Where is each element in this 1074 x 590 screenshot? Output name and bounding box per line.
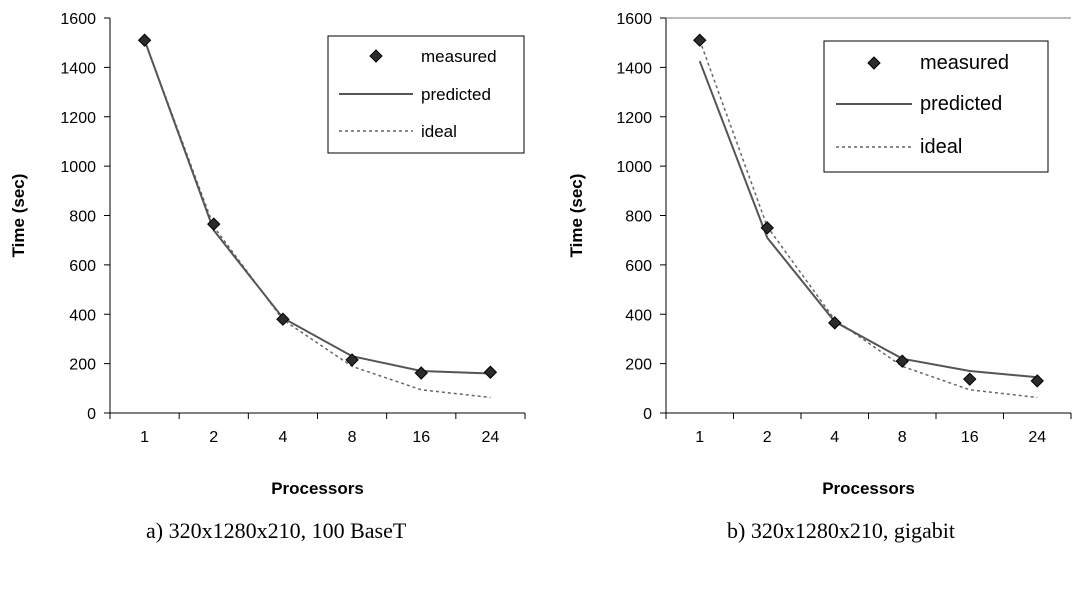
measured-point	[207, 217, 221, 231]
measured-point	[1030, 374, 1044, 388]
measured-point	[895, 354, 909, 368]
legend: measured predicted ideal	[327, 35, 525, 154]
x-tick-label: 2	[209, 429, 218, 446]
measured-point	[345, 353, 359, 367]
x-axis-label: Processors	[271, 479, 364, 498]
series-predicted-line	[698, 60, 1038, 379]
y-tick-label: 1200	[616, 110, 652, 127]
measured-point	[693, 33, 707, 47]
y-tick-label: 600	[69, 258, 96, 275]
y-tick-label: 200	[625, 357, 652, 374]
y-tick-label: 0	[87, 406, 96, 423]
y-tick-label: 1600	[616, 11, 652, 28]
x-tick-label: 1	[695, 429, 704, 446]
measured-point	[483, 365, 498, 379]
x-tick-label: 16	[961, 429, 979, 446]
y-tick-label: 1400	[60, 60, 96, 77]
y-tick-label: 1400	[616, 60, 652, 77]
y-tick-label: 1600	[60, 11, 96, 28]
y-tick-label: 200	[69, 357, 96, 374]
measured-point	[828, 316, 842, 330]
measured-point	[137, 33, 152, 47]
legend: measured predicted ideal	[823, 40, 1049, 173]
chart-a-caption: a) 320x1280x210, 100 BaseT	[146, 518, 407, 543]
series-ideal-line	[143, 39, 491, 399]
y-tick-label: 400	[69, 307, 96, 324]
y-tick-label: 800	[625, 209, 652, 226]
y-tick-label: 400	[625, 307, 652, 324]
y-tick-label: 1000	[616, 159, 652, 176]
legend-label-ideal: ideal	[920, 136, 962, 158]
x-tick-label: 16	[412, 429, 430, 446]
legend-label-predicted: predicted	[421, 85, 491, 104]
x-tick-label: 24	[1028, 429, 1046, 446]
measured-point	[276, 312, 290, 326]
x-tick-label: 4	[830, 429, 839, 446]
x-tick-label: 8	[348, 429, 357, 446]
x-tick-label: 2	[763, 429, 772, 446]
legend-label-ideal: ideal	[421, 122, 457, 141]
y-axis-label: Time (sec)	[567, 174, 586, 258]
legend-label-measured: measured	[920, 52, 1009, 74]
x-tick-label: 1	[140, 429, 149, 446]
measured-point	[760, 221, 774, 235]
legend-label-predicted: predicted	[920, 93, 1002, 115]
x-tick-label: 4	[278, 429, 287, 446]
y-tick-label: 600	[625, 258, 652, 275]
y-tick-label: 1000	[60, 159, 96, 176]
chart-b-caption: b) 320x1280x210, gigabit	[727, 518, 955, 543]
measured-point	[963, 372, 977, 386]
y-tick-label: 1200	[60, 110, 96, 127]
series-ideal-line	[699, 39, 1038, 399]
measured-point	[414, 366, 428, 380]
legend-marker-measured	[369, 49, 383, 63]
legend-label-measured: measured	[421, 47, 497, 66]
y-axis-label: Time (sec)	[9, 174, 28, 258]
x-tick-label: 24	[482, 429, 500, 446]
y-tick-label: 800	[69, 209, 96, 226]
x-axis-label: Processors	[822, 479, 915, 498]
x-tick-label: 8	[898, 429, 907, 446]
legend-marker-measured	[867, 56, 881, 70]
y-tick-label: 0	[643, 406, 652, 423]
series-predicted-line	[143, 39, 491, 375]
legend-box	[823, 40, 1049, 173]
